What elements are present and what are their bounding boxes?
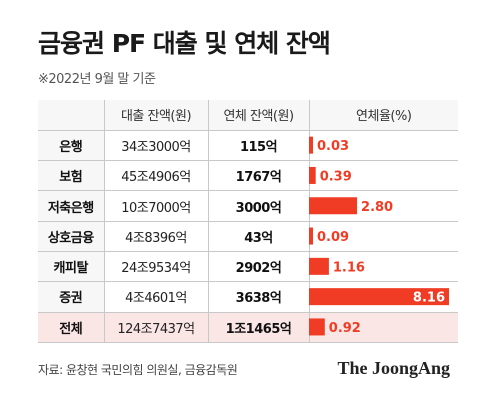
header-overdue-rate: 연체율(%) bbox=[308, 100, 458, 131]
rate-bar bbox=[309, 227, 313, 245]
row-loan: 4조4601억 bbox=[103, 281, 208, 313]
rate-label: 0.09 bbox=[317, 230, 349, 245]
rate-label: 2.80 bbox=[361, 200, 393, 215]
chart-title: 금융권 PF 대출 및 연체 잔액 bbox=[38, 29, 331, 58]
rate-label: 1.16 bbox=[333, 260, 365, 275]
header-category bbox=[38, 100, 104, 131]
rate-label: 0.92 bbox=[329, 321, 361, 336]
row-name: 저축은행 bbox=[38, 190, 104, 222]
row-name: 상호금융 bbox=[38, 221, 104, 252]
chart-subtitle: ※2022년 9월 말 기준 bbox=[38, 72, 156, 87]
table-row: 캐피탈 24조9534억 2902억 bbox=[38, 251, 458, 283]
rate-label: 0.39 bbox=[320, 169, 352, 184]
row-loan: 45조4906억 bbox=[103, 160, 208, 192]
table-row: 상호금융 4조8396억 43억 bbox=[38, 221, 458, 252]
rate-bar bbox=[309, 166, 316, 184]
header-overdue-balance: 연체 잔액(원) bbox=[207, 100, 309, 131]
brand-logo: The JoongAng bbox=[337, 358, 450, 378]
row-name: 캐피탈 bbox=[38, 251, 104, 283]
row-loan: 4조8396억 bbox=[103, 221, 208, 252]
table-row: 은행 34조3000억 115억 bbox=[38, 130, 458, 162]
row-rate-cell bbox=[308, 221, 458, 252]
row-overdue: 3638억 bbox=[207, 281, 309, 313]
row-name: 은행 bbox=[38, 130, 104, 162]
table-row-total: 전체 124조7437억 1조1465억 bbox=[38, 312, 458, 343]
row-overdue: 115억 bbox=[207, 130, 309, 162]
header-loan-balance: 대출 잔액(원) bbox=[103, 100, 208, 131]
rate-bar bbox=[309, 197, 358, 215]
source-note: 자료: 윤창현 국민의힘 의원실, 금융감독원 bbox=[38, 363, 238, 377]
rate-label: 8.16 bbox=[413, 291, 445, 306]
rate-bar bbox=[309, 257, 329, 275]
rate-bar bbox=[309, 288, 449, 306]
row-overdue: 1조1465억 bbox=[207, 312, 309, 343]
table-row: 보험 45조4906억 1767억 bbox=[38, 160, 458, 192]
row-loan: 24조9534억 bbox=[103, 251, 208, 283]
table-row: 증권 4조4601억 3638억 bbox=[38, 281, 458, 313]
overdue-rate-bars: 0.03 0.39 2.80 0.09 1.16 8.16 0.92 bbox=[309, 136, 449, 336]
table-header-row: 대출 잔액(원) 연체 잔액(원) 연체율(%) bbox=[38, 100, 458, 131]
row-loan: 10조7000억 bbox=[103, 190, 208, 222]
row-rate-cell bbox=[308, 160, 458, 192]
row-loan: 124조7437억 bbox=[103, 312, 208, 343]
row-name: 증권 bbox=[38, 281, 104, 313]
row-rate-cell bbox=[308, 312, 458, 343]
row-overdue: 2902억 bbox=[207, 251, 309, 283]
row-rate-cell bbox=[308, 251, 458, 283]
row-name: 전체 bbox=[38, 312, 104, 343]
row-name: 보험 bbox=[38, 160, 104, 192]
pf-loan-table: 대출 잔액(원) 연체 잔액(원) 연체율(%) 은행 34조3000억 115… bbox=[38, 100, 458, 343]
row-overdue: 3000억 bbox=[207, 190, 309, 222]
row-overdue: 43억 bbox=[207, 221, 309, 252]
row-loan: 34조3000억 bbox=[103, 130, 208, 162]
row-overdue: 1767억 bbox=[207, 160, 309, 192]
table-row: 저축은행 10조7000억 3000억 bbox=[38, 190, 458, 222]
rate-label: 0.03 bbox=[317, 139, 349, 154]
rate-bar bbox=[309, 318, 325, 336]
rate-bar bbox=[309, 136, 313, 154]
